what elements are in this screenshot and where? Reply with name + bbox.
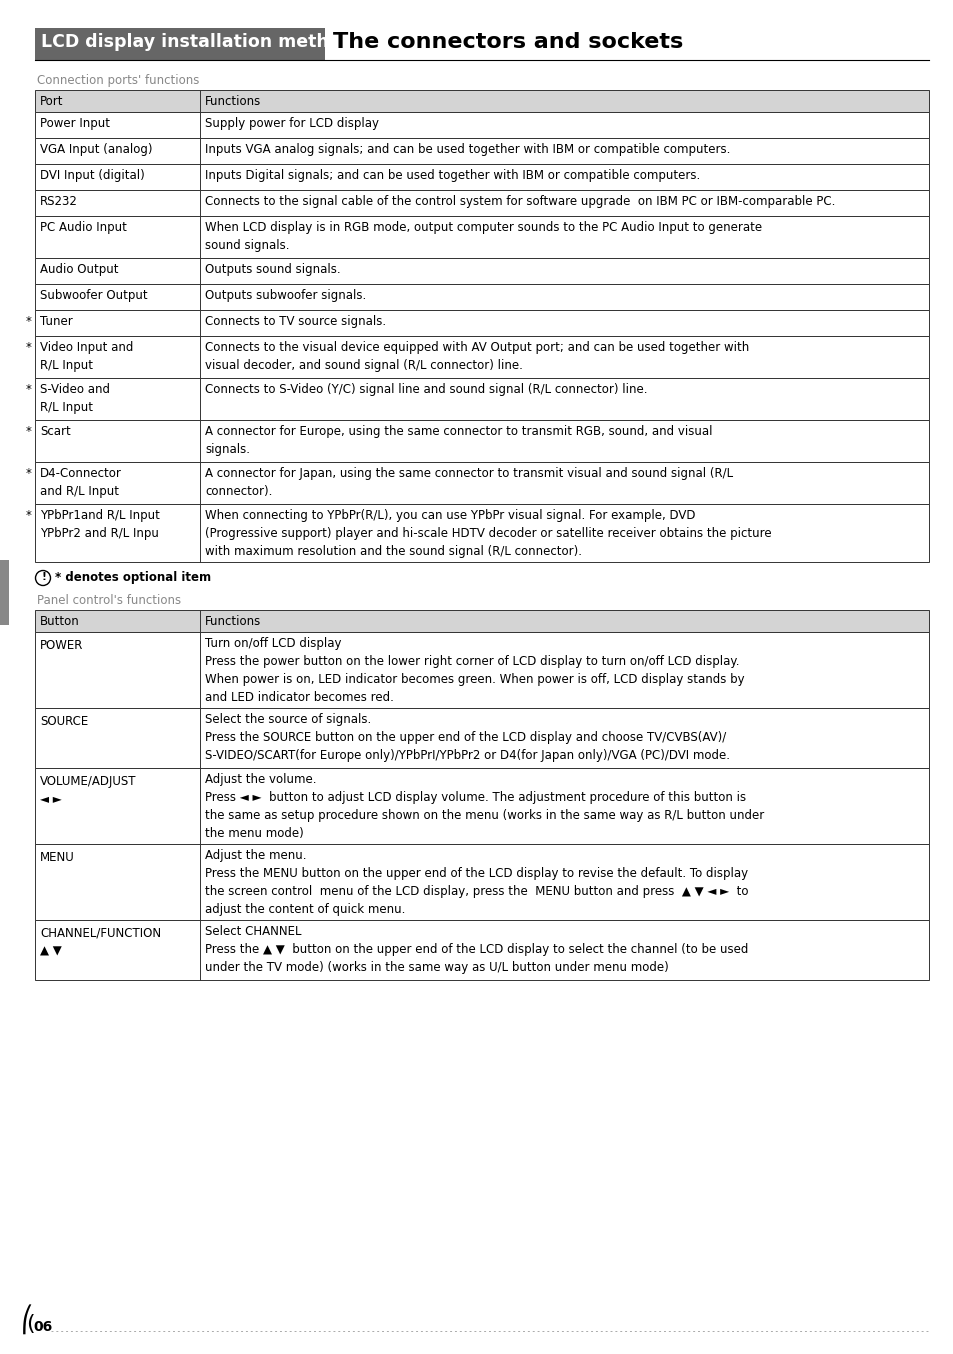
Text: ⎛: ⎛ xyxy=(21,1304,33,1334)
Text: 06: 06 xyxy=(33,1320,52,1334)
Bar xyxy=(35,378,928,420)
Text: Outputs sound signals.: Outputs sound signals. xyxy=(205,263,340,276)
Text: DVI Input (digital): DVI Input (digital) xyxy=(40,169,145,181)
Text: When connecting to YPbPr(R/L), you can use YPbPr visual signal. For example, DVD: When connecting to YPbPr(R/L), you can u… xyxy=(205,509,771,558)
Bar xyxy=(35,632,928,708)
Bar xyxy=(35,504,928,562)
Text: *: * xyxy=(26,341,31,353)
Bar xyxy=(35,190,928,217)
Text: Supply power for LCD display: Supply power for LCD display xyxy=(205,116,378,130)
Text: Turn on/off LCD display
Press the power button on the lower right corner of LCD : Turn on/off LCD display Press the power … xyxy=(205,636,744,704)
Text: Button: Button xyxy=(40,615,80,628)
Bar xyxy=(35,768,928,844)
Bar xyxy=(35,89,928,112)
Text: Connects to the signal cable of the control system for software upgrade  on IBM : Connects to the signal cable of the cont… xyxy=(205,195,835,209)
Bar xyxy=(35,336,928,378)
Text: Panel control's functions: Panel control's functions xyxy=(37,594,181,607)
Text: Tuner: Tuner xyxy=(40,315,72,328)
Text: Functions: Functions xyxy=(205,615,261,628)
Text: Inputs VGA analog signals; and can be used together with IBM or compatible compu: Inputs VGA analog signals; and can be us… xyxy=(205,144,730,156)
Text: LCD display installation method: LCD display installation method xyxy=(41,32,353,51)
Text: *: * xyxy=(26,315,31,328)
Text: CHANNEL/FUNCTION
▲ ▼: CHANNEL/FUNCTION ▲ ▼ xyxy=(40,927,161,959)
Text: MENU: MENU xyxy=(40,852,74,864)
Bar xyxy=(35,420,928,462)
Text: Select the source of signals.
Press the SOURCE button on the upper end of the LC: Select the source of signals. Press the … xyxy=(205,714,729,762)
Text: Audio Output: Audio Output xyxy=(40,263,118,276)
Bar xyxy=(35,284,928,310)
Bar xyxy=(35,310,928,336)
Text: Functions: Functions xyxy=(205,95,261,108)
Text: Connects to S-Video (Y/C) signal line and sound signal (R/L connector) line.: Connects to S-Video (Y/C) signal line an… xyxy=(205,383,647,395)
Text: Adjust the menu.
Press the MENU button on the upper end of the LCD display to re: Adjust the menu. Press the MENU button o… xyxy=(205,849,748,917)
Text: YPbPr1and R/L Input
YPbPr2 and R/L Inpu: YPbPr1and R/L Input YPbPr2 and R/L Inpu xyxy=(40,509,160,540)
Text: S-Video and
R/L Input: S-Video and R/L Input xyxy=(40,383,110,414)
Text: *: * xyxy=(26,383,31,395)
Text: Adjust the volume.
Press ◄ ►  button to adjust LCD display volume. The adjustmen: Adjust the volume. Press ◄ ► button to a… xyxy=(205,773,763,839)
Text: * denotes optional item: * denotes optional item xyxy=(55,571,211,584)
Text: POWER: POWER xyxy=(40,639,83,653)
Text: *: * xyxy=(26,509,31,523)
Text: Scart: Scart xyxy=(40,425,71,437)
Text: Select CHANNEL
Press the ▲ ▼  button on the upper end of the LCD display to sele: Select CHANNEL Press the ▲ ▼ button on t… xyxy=(205,925,747,974)
Bar xyxy=(35,164,928,190)
Text: Inputs Digital signals; and can be used together with IBM or compatible computer: Inputs Digital signals; and can be used … xyxy=(205,169,700,181)
Text: SOURCE: SOURCE xyxy=(40,715,89,728)
Bar xyxy=(35,28,325,60)
Text: Connection ports' functions: Connection ports' functions xyxy=(37,74,199,87)
Text: D4-Connector
and R/L Input: D4-Connector and R/L Input xyxy=(40,467,122,498)
Bar xyxy=(35,259,928,284)
Text: Video Input and
R/L Input: Video Input and R/L Input xyxy=(40,341,133,372)
Text: The connectors and sockets: The connectors and sockets xyxy=(333,32,682,51)
Text: A connector for Japan, using the same connector to transmit visual and sound sig: A connector for Japan, using the same co… xyxy=(205,467,732,498)
Text: (: ( xyxy=(26,1313,34,1334)
Text: Subwoofer Output: Subwoofer Output xyxy=(40,288,148,302)
Bar xyxy=(35,217,928,259)
Bar xyxy=(0,561,9,626)
Text: A connector for Europe, using the same connector to transmit RGB, sound, and vis: A connector for Europe, using the same c… xyxy=(205,425,712,456)
Text: Power Input: Power Input xyxy=(40,116,110,130)
Bar xyxy=(35,919,928,980)
Text: PC Audio Input: PC Audio Input xyxy=(40,221,127,234)
Text: !: ! xyxy=(42,571,47,581)
Bar xyxy=(35,844,928,919)
Text: VGA Input (analog): VGA Input (analog) xyxy=(40,144,152,156)
Text: Connects to the visual device equipped with AV Output port; and can be used toge: Connects to the visual device equipped w… xyxy=(205,341,748,372)
Bar xyxy=(35,138,928,164)
Bar xyxy=(35,708,928,768)
Text: Outputs subwoofer signals.: Outputs subwoofer signals. xyxy=(205,288,366,302)
Text: RS232: RS232 xyxy=(40,195,78,209)
Text: *: * xyxy=(26,467,31,481)
Text: *: * xyxy=(26,425,31,437)
Text: VOLUME/ADJUST
◄ ►: VOLUME/ADJUST ◄ ► xyxy=(40,774,136,806)
Text: Connects to TV source signals.: Connects to TV source signals. xyxy=(205,315,386,328)
Text: When LCD display is in RGB mode, output computer sounds to the PC Audio Input to: When LCD display is in RGB mode, output … xyxy=(205,221,761,252)
Bar xyxy=(35,112,928,138)
Bar xyxy=(35,611,928,632)
Text: Port: Port xyxy=(40,95,64,108)
Bar xyxy=(35,462,928,504)
